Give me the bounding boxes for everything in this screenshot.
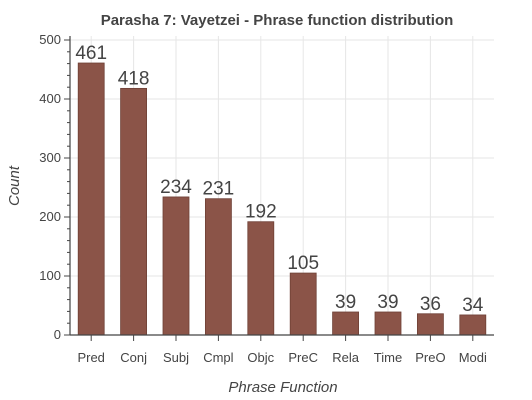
bar-time — [374, 311, 402, 336]
chart-title: Parasha 7: Vayetzei - Phrase function di… — [101, 12, 454, 29]
y-tick-label: 200 — [39, 209, 61, 224]
data-label: 36 — [420, 294, 441, 315]
x-tick-label: PreC — [288, 350, 318, 365]
x-tick-label: Modi — [459, 350, 487, 365]
data-label: 105 — [287, 253, 319, 274]
x-tick-label: Time — [374, 350, 402, 365]
bar-modi — [459, 314, 487, 336]
x-tick-label: Cmpl — [203, 350, 233, 365]
bar-preo — [416, 313, 444, 336]
x-axis-label: Phrase Function — [228, 379, 337, 396]
bar-conj — [120, 87, 147, 336]
y-axis-label: Count — [6, 165, 23, 206]
data-label: 234 — [160, 177, 192, 198]
data-label: 461 — [75, 43, 107, 64]
bar-objc — [247, 221, 275, 336]
bar-prec — [289, 272, 317, 336]
x-tick-label: Objc — [247, 350, 274, 365]
data-label: 418 — [118, 68, 150, 89]
data-label: 192 — [245, 202, 277, 223]
data-label: 39 — [335, 292, 356, 313]
grid-lines — [70, 36, 494, 336]
bars — [77, 62, 487, 336]
y-tick-label: 0 — [54, 327, 61, 342]
y-tick-label: 400 — [39, 91, 61, 106]
y-tick-label: 500 — [39, 32, 61, 47]
data-label: 34 — [462, 295, 484, 316]
data-label: 39 — [377, 292, 398, 313]
axes — [69, 36, 494, 336]
x-tick-label: Pred — [77, 350, 104, 365]
bar-cmpl — [204, 198, 232, 336]
x-tick-label: Subj — [163, 350, 189, 365]
bar-pred — [77, 62, 105, 336]
x-tick-label: Conj — [120, 350, 147, 365]
x-tick-label: Rela — [332, 350, 360, 365]
data-label: 231 — [203, 179, 235, 200]
data-labels: 461 418 234 231 192 105 39 39 36 34 — [75, 43, 483, 316]
x-axis-ticks: Pred Conj Subj Cmpl Objc PreC Rela Time PreO Modi — [77, 335, 487, 365]
y-tick-label: 300 — [39, 150, 61, 165]
y-tick-label: 100 — [39, 268, 61, 283]
y-axis-ticks: 0 100 200 300 400 500 — [39, 32, 70, 342]
bar-rela — [332, 311, 360, 336]
bar-subj — [162, 196, 190, 336]
x-tick-label: PreO — [415, 350, 445, 365]
